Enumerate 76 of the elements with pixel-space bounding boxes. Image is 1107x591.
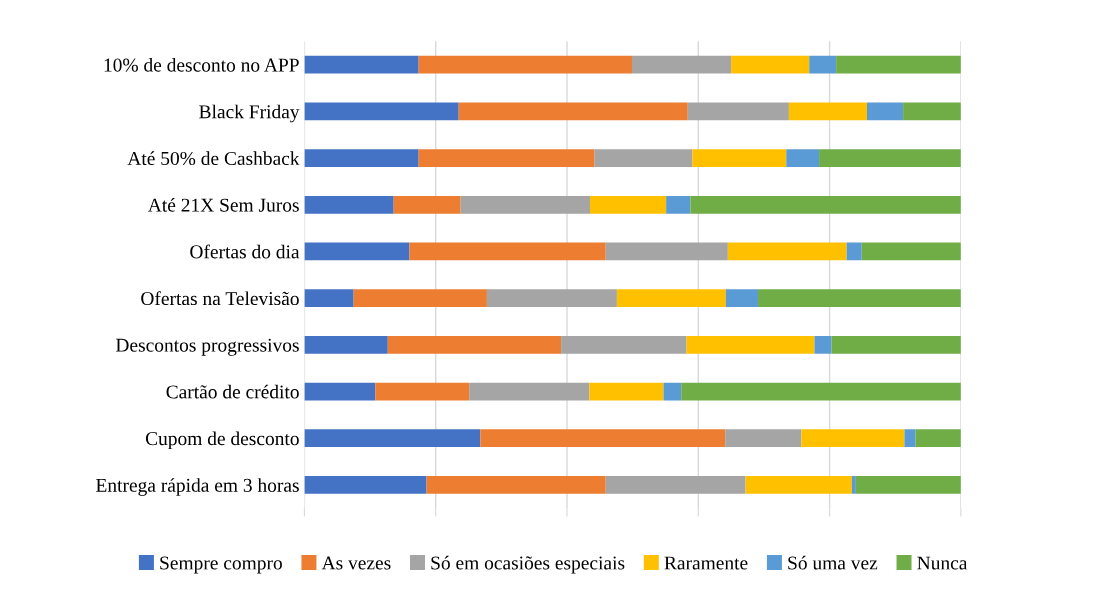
bar [758,289,961,308]
bar [731,55,810,74]
y-tick-label: Cupom de desconto [145,431,299,450]
bar [486,289,617,308]
bar [690,195,961,214]
bar [745,476,852,494]
bar [616,289,726,308]
y-tick-label: Descontos progressivos [115,338,299,356]
y-tick-label: Black Friday [199,104,300,123]
legend-label: Só em ocasiões especiais [431,555,625,574]
legend-label: Raramente [664,556,748,570]
bar [375,382,470,401]
bar [904,429,916,448]
bar [831,335,961,354]
bar [725,289,759,308]
bar [809,55,837,74]
bar [915,429,961,448]
bar [631,55,732,74]
bar [903,102,961,121]
bar [304,335,388,354]
bar [304,195,394,214]
legend-label: As vezes [321,556,391,570]
bar [819,149,961,167]
bar [846,242,862,261]
bar [663,382,682,401]
bar [589,195,667,214]
bar [460,195,590,214]
bar [469,382,590,401]
bar [304,102,459,121]
bar [687,102,789,121]
bar [814,335,832,354]
bar [801,429,905,448]
bar [387,335,562,354]
bar [304,429,481,448]
bar [418,149,595,167]
bar [458,102,688,121]
bar [681,382,961,401]
bar [692,149,787,167]
bar [686,335,815,354]
y-tick-label: Até 21X Sem Juros [147,198,299,212]
bar [418,55,632,74]
bar [409,242,606,261]
y-tick-label: Até 50% de Cashback [127,151,300,166]
bar [304,382,376,401]
bar [666,195,691,214]
bar [304,55,419,74]
bar [855,476,961,494]
bar [480,429,726,448]
bar [594,149,693,167]
bar [851,476,856,494]
bar [867,102,904,121]
bar [786,149,820,167]
legend-label: Nunca [917,556,968,570]
bar [589,382,664,401]
y-tick-label: Ofertas na Televisão [141,291,299,306]
bar [426,476,606,494]
bar [353,289,487,308]
y-tick-label: Cartão de crédito [166,384,299,399]
bar [725,429,802,448]
bar [605,242,728,261]
legend-label: Só uma vez [788,555,878,570]
bar [393,195,461,214]
bar [836,55,961,74]
y-tick-label: 10% de desconto no APP [104,57,299,72]
bar [727,242,847,261]
y-tick-label: Ofertas do dia [190,244,300,259]
bar [304,149,419,167]
bar [304,476,427,494]
bar [605,476,746,494]
legend-label: Sempre compro [160,556,282,574]
bar [788,102,867,121]
bar [561,335,687,354]
bar [304,289,354,308]
bar [861,242,961,261]
bar [304,242,410,261]
y-tick-label: Entrega rápida em 3 horas [96,478,299,496]
